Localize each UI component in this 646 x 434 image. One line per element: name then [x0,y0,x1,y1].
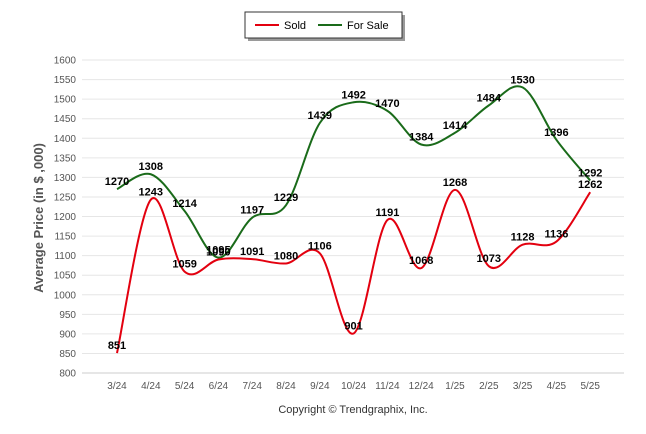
x-tick-label: 1/25 [445,381,465,392]
data-label-for-sale: 1439 [308,110,332,122]
y-tick-label: 900 [59,329,76,340]
y-tick-label: 1150 [54,232,76,243]
y-tick-label: 800 [59,369,76,380]
y-tick-label: 1250 [54,192,77,203]
data-label-for-sale: 1214 [172,198,197,210]
y-tick-label: 1550 [54,75,77,86]
data-label-sold: 1059 [172,259,196,271]
data-label-sold: 1136 [544,229,568,241]
y-tick-label: 1100 [54,251,76,262]
data-label-sold: 1268 [443,177,467,189]
copyright-text: Copyright © Trendgraphix, Inc. [278,404,427,416]
data-label-for-sale: 1308 [139,161,163,173]
chart-legend: Sold For Sale [244,11,405,41]
y-axis-title: Average Price (in $ ,000) [31,143,46,293]
series-lines [116,85,592,354]
data-labels: 1270 1308 1214 1095 1197 1229 1439 1492 1470 1384… [105,74,603,352]
data-label-sold: 1080 [274,250,298,262]
series-line-sold [116,188,592,354]
y-axis-ticks: 800 850 900 950 1000 1050 1100 1150 1200 1250 1300… [54,56,77,380]
x-tick-label: 5/24 [175,381,195,392]
x-tick-label: 3/24 [107,381,127,392]
data-label-for-sale: 1229 [274,192,298,204]
x-tick-label: 8/24 [276,381,296,392]
x-tick-label: 5/25 [580,381,600,392]
y-tick-label: 1450 [54,114,77,125]
data-label-sold: 1191 [375,207,399,219]
y-tick-label: 1200 [54,212,77,223]
data-label-sold: 1091 [240,246,264,258]
data-label-for-sale: 1095 [206,245,230,257]
y-tick-label: 1400 [54,134,77,145]
data-label-sold: 1106 [308,240,332,252]
data-label-for-sale: 1470 [375,98,399,110]
chart-grid [82,59,624,374]
data-label-sold: 901 [344,320,362,332]
x-tick-label: 2/25 [479,381,499,392]
data-label-sold: 1073 [477,253,501,265]
x-tick-label: 9/24 [310,381,330,392]
data-label-for-sale: 1396 [544,127,568,139]
data-label-sold: 1128 [511,232,535,244]
data-label-for-sale: 1384 [409,132,434,144]
y-tick-label: 1300 [54,173,77,184]
data-label-for-sale: 1530 [510,74,534,86]
data-label-for-sale: 1484 [477,92,502,104]
x-tick-label: 4/24 [141,381,161,392]
data-label-for-sale: 1197 [240,205,264,217]
x-tick-label: 4/25 [547,381,567,392]
x-tick-label: 11/24 [375,381,400,392]
y-tick-label: 950 [59,310,76,321]
data-label-sold: 1262 [578,179,602,191]
data-label-sold: 1243 [139,187,163,199]
y-tick-label: 1000 [54,290,77,301]
legend-label-for-sale: For Sale [347,20,389,32]
data-label-for-sale: 1492 [341,89,365,101]
x-tick-label: 6/24 [209,381,229,392]
y-tick-label: 1050 [54,271,77,282]
y-tick-label: 1350 [54,153,77,164]
y-tick-label: 850 [59,349,76,360]
y-tick-label: 1500 [54,95,77,106]
data-label-sold: 851 [108,340,126,352]
data-label-sold: 1090 [206,247,230,259]
data-label-for-sale: 1414 [443,120,468,132]
data-label-for-sale: 1292 [578,168,602,180]
x-tick-label: 7/24 [242,381,262,392]
x-tick-label: 3/25 [513,381,533,392]
y-tick-label: 1600 [54,56,77,67]
x-tick-label: 10/24 [341,381,366,392]
series-line-for-sale [116,85,591,259]
data-label-sold: 1068 [409,255,433,267]
data-label-for-sale: 1270 [105,176,129,188]
x-axis-ticks: 3/24 4/24 5/24 6/24 7/24 8/24 9/24 10/24 11/24 12… [107,381,600,392]
legend-label-sold: Sold [284,20,306,32]
x-tick-label: 12/24 [409,381,434,392]
